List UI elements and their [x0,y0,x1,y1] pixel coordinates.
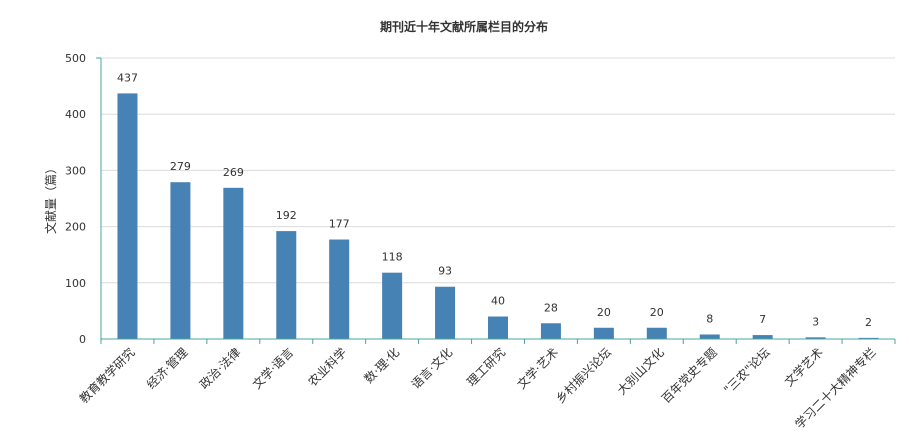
x-tick-label: 教育教学研究 [76,345,138,407]
data-label: 437 [117,71,138,84]
bar [593,327,614,339]
data-label: 20 [597,306,611,319]
bar [858,337,879,339]
data-label: 3 [812,315,819,328]
x-tick-label: 文学·艺术 [514,345,561,392]
data-label: 28 [544,301,558,314]
x-tick-label: 经济·管理 [143,345,190,392]
bar [540,323,561,339]
y-axis-label: 文献量（篇） [43,162,58,234]
y-tick-label: 500 [65,52,86,65]
bar [646,327,667,339]
bar [276,231,297,339]
data-label: 93 [438,265,452,278]
data-label: 177 [329,218,350,231]
data-label: 192 [276,209,297,222]
x-tick-label: 农业科学 [305,345,350,390]
y-tick-label: 0 [79,333,86,346]
bar [329,239,350,339]
x-tick-label: 数·理·化 [361,345,402,386]
x-tick-label: 文学艺术 [781,345,826,390]
bar [117,93,138,339]
data-label: 8 [706,313,713,326]
x-axis-ticks: 教育教学研究 经济·管理 政治·法律 文学·语言 农业科学 数·理·化 语言·文化 理工研究文… [76,345,879,432]
y-tick-label: 200 [65,221,86,234]
x-tick-label: 语言·文化 [408,345,455,392]
data-label: 40 [491,295,505,308]
data-label: 269 [223,166,244,179]
x-tick-label: 文学·语言 [249,345,296,392]
data-label: 7 [759,313,766,326]
y-tick-label: 400 [65,108,86,121]
bar [699,334,720,339]
x-tick-label: 大别山文化 [614,345,667,398]
x-tick-label: 理工研究 [464,345,509,390]
bar [805,337,826,339]
x-tick-label: 政治·法律 [197,345,244,392]
bar [223,187,244,339]
data-label: 118 [382,251,403,264]
bar [752,335,773,339]
x-tick-label: 百年党史专题 [658,345,720,407]
bar [488,316,508,339]
x-tick-label: "三农"论坛 [721,345,773,397]
bar [435,286,456,339]
y-tick-label: 300 [65,164,86,177]
data-label: 2 [865,316,872,329]
data-label: 20 [650,306,664,319]
grid-lines [101,57,895,284]
y-tick-label: 100 [65,277,86,290]
bar [382,272,403,339]
data-labels: 437 279 269 192 177 118 93 40 28 20 20 8 7 3 2 [117,71,872,328]
chart-title: 期刊近十年文献所属栏目的分布 [380,19,548,34]
bar [170,182,191,339]
y-axis-ticks: 0 100 200 300 400 500 [65,52,86,346]
data-label: 279 [170,160,191,173]
axes [96,57,896,344]
bars [117,93,879,339]
x-tick-label: 乡村振兴论坛 [553,345,614,406]
